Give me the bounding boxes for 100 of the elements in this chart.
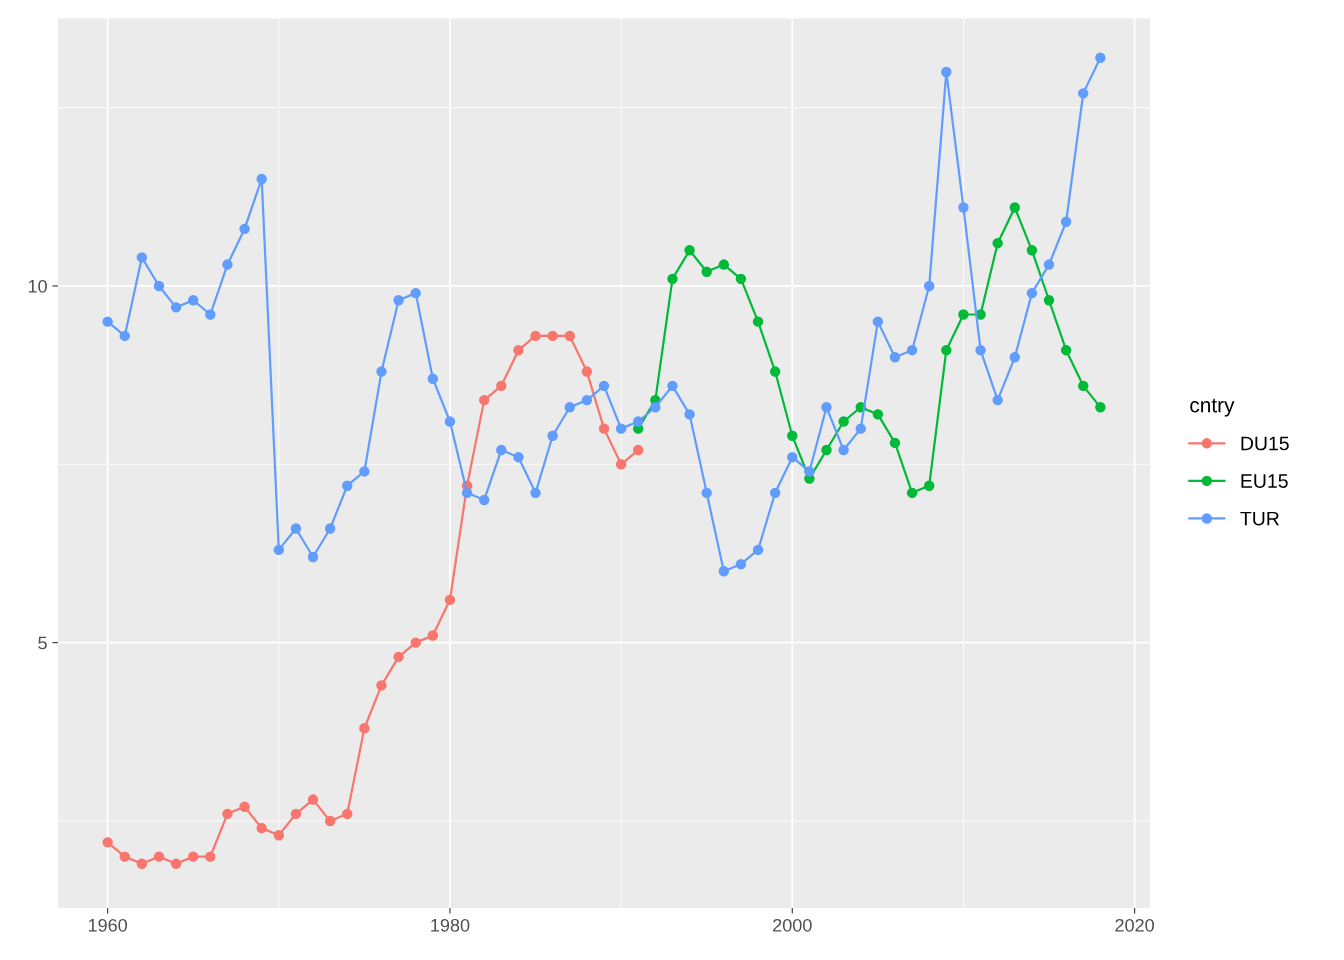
- point: [941, 344, 952, 356]
- point: [667, 273, 678, 285]
- point: [273, 544, 285, 556]
- point: [633, 416, 644, 427]
- x-tick-label: 1960: [88, 918, 128, 932]
- point: [564, 330, 575, 342]
- point: [581, 394, 593, 406]
- point: [410, 287, 421, 299]
- point: [1060, 344, 1072, 356]
- point: [958, 202, 969, 213]
- point: [633, 444, 644, 456]
- point: [855, 423, 866, 434]
- point: [906, 487, 918, 499]
- point: [478, 494, 490, 506]
- point: [102, 316, 113, 327]
- point: [838, 416, 849, 427]
- point: [769, 366, 781, 377]
- point: [324, 523, 336, 534]
- point: [444, 416, 456, 427]
- point: [427, 630, 439, 641]
- point: [787, 430, 798, 441]
- point: [324, 815, 336, 827]
- point: [752, 316, 764, 327]
- point: [650, 402, 661, 413]
- point: [735, 558, 747, 570]
- point: [170, 858, 182, 869]
- point: [530, 330, 541, 342]
- point: [769, 487, 781, 499]
- point: [787, 451, 798, 463]
- point: [752, 544, 764, 556]
- point: [359, 466, 370, 477]
- point: [239, 223, 250, 235]
- point: [958, 309, 969, 320]
- legend-label: DU15: [1241, 436, 1289, 451]
- point: [1095, 52, 1106, 63]
- point: [889, 437, 901, 449]
- point: [393, 651, 404, 663]
- point: [547, 430, 558, 441]
- point: [342, 480, 353, 491]
- x-tick-label: 2020: [1115, 918, 1154, 932]
- point: [923, 480, 935, 491]
- point: [513, 344, 524, 356]
- point: [598, 423, 610, 434]
- legend-label: EU15: [1241, 474, 1288, 488]
- point: [359, 723, 370, 734]
- point: [496, 444, 507, 456]
- point: [496, 380, 507, 392]
- point: [547, 330, 558, 342]
- point: [718, 566, 730, 577]
- point: [701, 487, 712, 499]
- point: [102, 837, 113, 848]
- point: [564, 402, 575, 413]
- point: [153, 851, 165, 862]
- point: [821, 444, 832, 456]
- point: [444, 594, 456, 606]
- point: [342, 808, 353, 820]
- point: [222, 808, 233, 820]
- point: [513, 451, 524, 463]
- x-tick-label: 1980: [431, 918, 470, 932]
- point: [684, 409, 695, 420]
- point: [1026, 245, 1038, 256]
- point: [136, 252, 148, 263]
- point: [889, 352, 901, 363]
- point: [667, 380, 678, 392]
- x-tick-label: 2000: [773, 918, 812, 932]
- point: [1043, 259, 1055, 270]
- point: [581, 366, 593, 377]
- point: [821, 402, 832, 413]
- point: [992, 394, 1003, 406]
- point: [256, 822, 267, 834]
- point: [804, 466, 815, 477]
- point: [307, 794, 319, 805]
- legend-label: TUR: [1240, 511, 1279, 526]
- point: [975, 344, 986, 356]
- point: [735, 273, 747, 285]
- point: [119, 330, 130, 342]
- point: [615, 459, 627, 470]
- point: [427, 373, 439, 384]
- point: [376, 366, 387, 377]
- point: [273, 830, 285, 841]
- point: [239, 801, 250, 812]
- point: [222, 259, 233, 270]
- point: [478, 394, 490, 406]
- point: [992, 237, 1003, 249]
- point: [290, 808, 302, 820]
- point: [1078, 88, 1089, 99]
- point: [872, 409, 884, 420]
- point: [205, 851, 216, 862]
- y-tick-label: 5: [38, 636, 47, 650]
- point: [838, 444, 849, 456]
- legend-title: cntry: [1190, 398, 1235, 417]
- point: [393, 295, 404, 306]
- point: [461, 487, 473, 499]
- point: [872, 316, 884, 327]
- point: [1009, 352, 1020, 363]
- point: [1078, 380, 1089, 392]
- point: [1026, 287, 1038, 299]
- point: [615, 423, 627, 434]
- point: [119, 851, 130, 862]
- point: [923, 280, 935, 292]
